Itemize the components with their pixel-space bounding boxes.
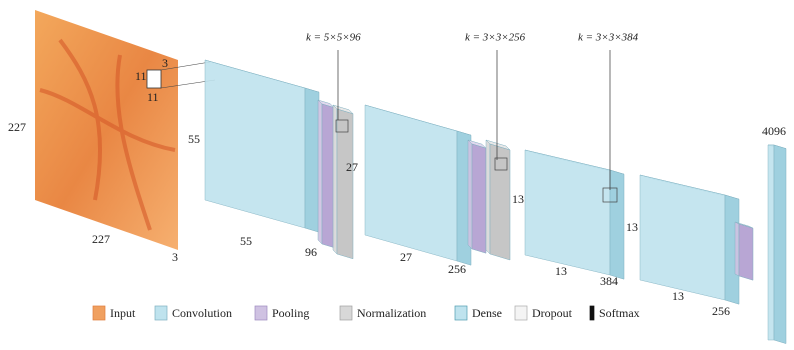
dim-label: 11: [135, 69, 147, 83]
dim-label: 55: [188, 132, 200, 146]
legend-label: Convolution: [172, 306, 232, 320]
legend-swatch: [155, 306, 167, 320]
dim-label: 3: [162, 56, 168, 70]
legend-swatch: [590, 306, 594, 320]
legend-swatch: [455, 306, 467, 320]
legend-label: Normalization: [357, 306, 426, 320]
dim-label: 3: [172, 250, 178, 264]
block-side: [322, 104, 334, 248]
dim-label: 27: [346, 160, 358, 174]
block-front: [525, 150, 610, 275]
kernel-label: k = 5×5×96: [306, 32, 361, 44]
legend-swatch: [340, 306, 352, 320]
block-front: [205, 60, 305, 228]
block-side: [774, 145, 786, 344]
block-front: [735, 222, 739, 276]
dim-label: 227: [8, 120, 26, 134]
kernel: [147, 70, 161, 88]
dim-label: 13: [512, 192, 524, 206]
block-front: [333, 105, 337, 254]
legend-label: Dense: [472, 306, 502, 320]
block-front: [486, 140, 490, 254]
block-front: [365, 105, 457, 261]
block-front: [640, 175, 725, 300]
legend-label: Pooling: [272, 306, 309, 320]
dim-label: 227: [92, 232, 110, 246]
dim-label: 55: [240, 234, 252, 248]
legend-label: Input: [110, 306, 136, 320]
block-front: [468, 140, 472, 249]
dim-label: 384: [600, 274, 618, 288]
block-side: [305, 88, 319, 232]
input-image: [35, 10, 178, 250]
legend-label: Dropout: [532, 306, 573, 320]
block-front: [768, 145, 774, 340]
block-side: [472, 144, 486, 253]
block-front: [318, 100, 322, 244]
legend-swatch: [515, 306, 527, 320]
kernel-label: k = 3×3×256: [465, 32, 526, 44]
dim-label: 4096: [762, 124, 786, 138]
block-side: [337, 109, 353, 259]
dim-label: 13: [626, 220, 638, 234]
dim-label: 27: [400, 250, 412, 264]
dim-label: 96: [305, 245, 317, 259]
block-side: [610, 170, 624, 279]
kernel-label: k = 3×3×384: [578, 32, 639, 44]
diagram: 227 227 3 11 11 3 55 55 96 27 27 256 13 …: [0, 0, 794, 350]
legend: Input Convolution Pooling Normalization Dens…: [93, 306, 640, 320]
block-side: [739, 224, 753, 280]
dim-label: 11: [147, 90, 159, 104]
dim-label: 256: [712, 304, 730, 318]
legend-label: Softmax: [599, 306, 640, 320]
dim-label: 13: [555, 264, 567, 278]
legend-swatch: [93, 306, 105, 320]
dim-label: 256: [448, 262, 466, 276]
dim-label: 13: [672, 289, 684, 303]
legend-swatch: [255, 306, 267, 320]
